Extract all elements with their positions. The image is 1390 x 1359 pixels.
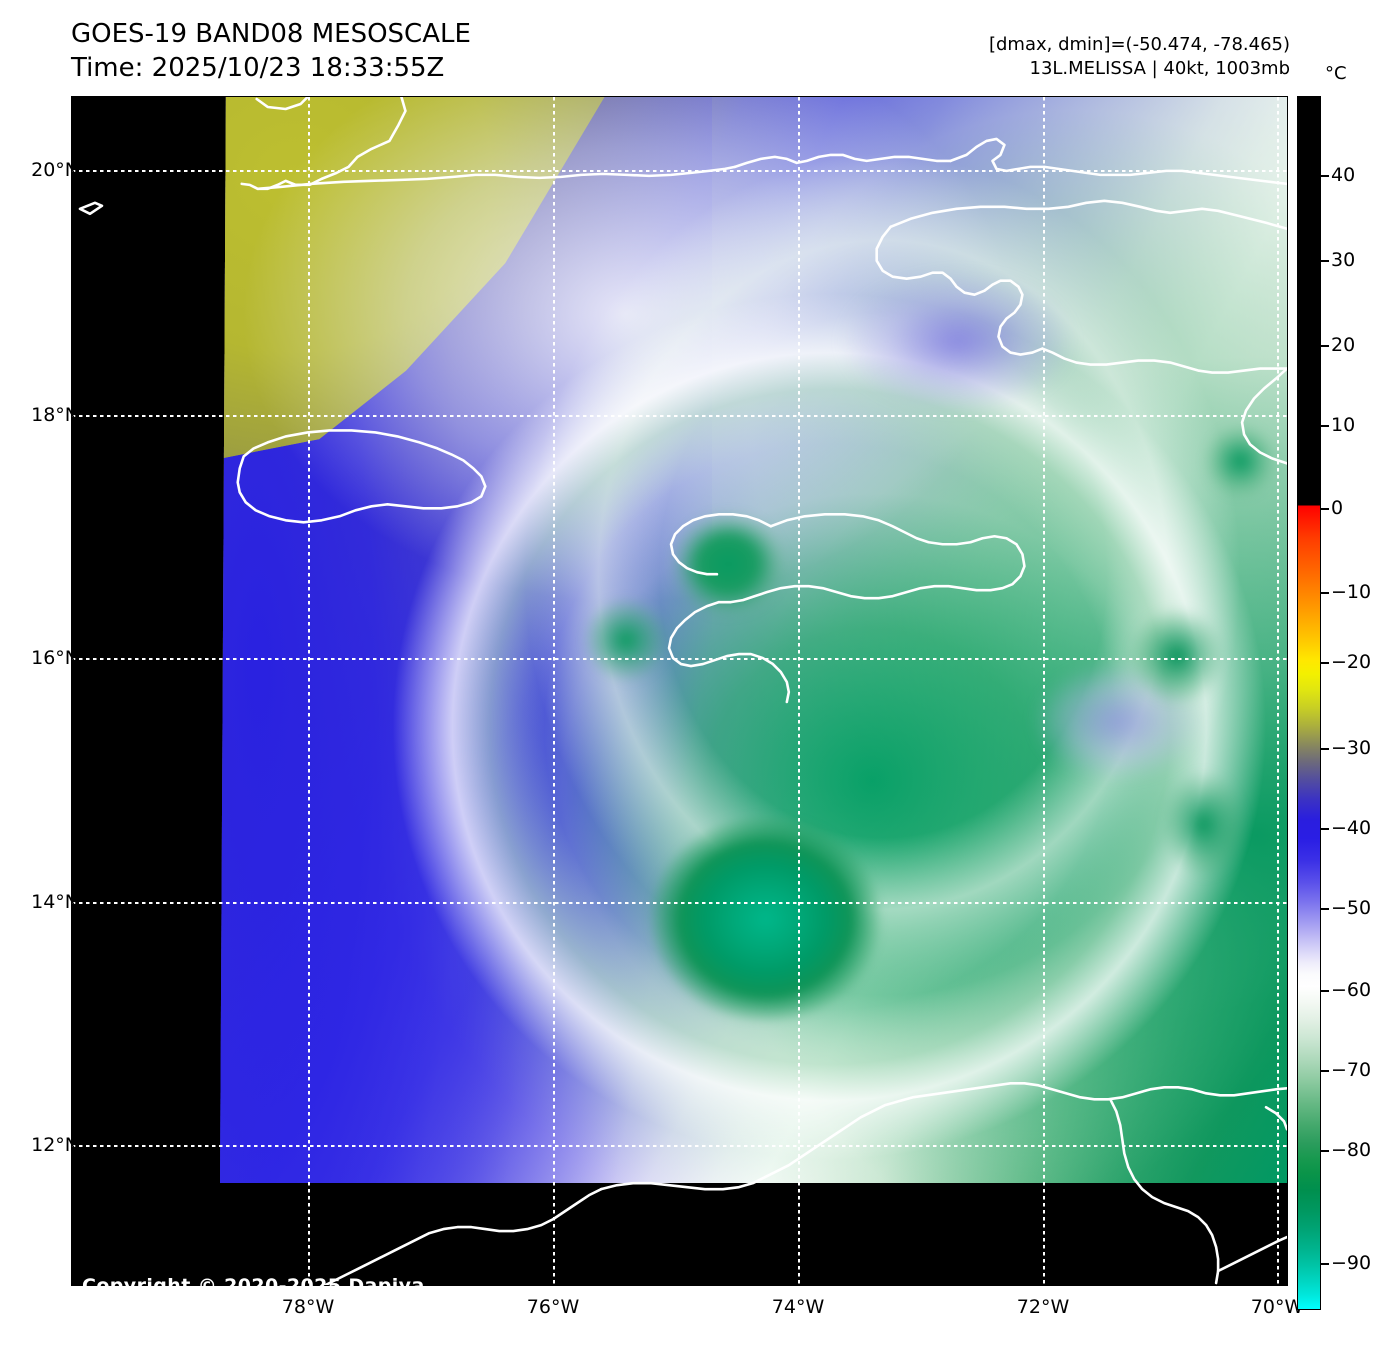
gridline-lon-70w [1277,97,1279,1285]
gridline-lat-12n [72,1145,1287,1147]
axis-label-lon-70w: 70°W [1250,1296,1304,1318]
colorbar-tick-m40 [1321,828,1329,830]
colorbar-tick-m60 [1321,990,1329,992]
axis-label-lon-76w: 76°W [526,1296,580,1318]
coast-hispaniola-east [1240,367,1287,465]
colorbar-tick-m30 [1321,748,1329,750]
colorbar-tick-m90 [1321,1263,1329,1265]
coastline-overlay [72,97,1287,1285]
coast-haiti-south [667,600,791,704]
gridline-lat-14n [72,902,1287,904]
colorbar-tick-m70 [1321,1070,1329,1072]
colorbar-label-m20: −20 [1331,651,1372,673]
temperature-colorbar [1297,96,1321,1310]
copyright-label: Copyright © 2020-2025 Dapiya [82,1275,425,1297]
cloud-void-north [840,270,1076,412]
colorbar-tick-0 [1321,508,1329,510]
cold-cloud-top-2 [668,509,787,619]
coast-paraguana [1264,1106,1287,1131]
coast-hispaniola-south [717,512,1026,604]
gridline-lon-74w [798,97,800,1285]
axis-label-lat-14n: 14°N [31,891,79,913]
coast-hispaniola-north [889,199,1287,231]
timestamp-label: Time: 2025/10/23 18:33:55Z [71,52,445,83]
colorbar-label-m90: −90 [1331,1252,1372,1274]
colorbar-label-m40: −40 [1331,817,1372,839]
storm-info-label: 13L.MELISSA | 40kt, 1003mb [1029,58,1291,80]
colorbar-unit-label: °C [1325,63,1347,84]
plot-inner [72,97,1287,1285]
gridline-lat-18n [72,415,1287,417]
cold-cloud-top-4 [1128,607,1225,706]
colorbar-tick-40 [1321,175,1329,177]
cold-cloud-top-3 [583,596,669,684]
axis-label-lon-74w: 74°W [771,1296,825,1318]
axis-label-lon-78w: 78°W [281,1296,335,1318]
coast-jamaica [236,429,487,524]
coast-south-america-north [599,1082,1287,1191]
colorbar-label-m30: −30 [1331,737,1372,759]
gridline-lon-78w [308,97,310,1285]
gridline-lat-20n [72,170,1287,172]
axis-label-lon-72w: 72°W [1016,1296,1070,1318]
metadata-block: [dmax, dmin]=(-50.474, -78.465) 13L.MELI… [989,33,1290,82]
colorbar-tick-m20 [1321,662,1329,664]
satellite-image-plot [71,96,1288,1286]
axis-label-lat-20n: 20°N [31,159,79,181]
satellite-data-swath [220,97,1287,1183]
coast-bahamas-chain [949,137,1287,186]
central-dense-overcast [647,813,894,1042]
colorbar-label-40: 40 [1331,164,1356,186]
colorbar-label-m50: −50 [1331,897,1372,919]
axis-label-lat-12n: 12°N [31,1134,79,1156]
colorbar-label-10: 10 [1331,414,1356,436]
product-title: GOES-19 BAND08 MESOSCALE [71,19,471,49]
coast-venezuela-gulf [1108,1098,1220,1285]
colorbar-label-m10: −10 [1331,581,1372,603]
gridline-lat-16n [72,658,1287,660]
colorbar-label-20: 20 [1331,334,1356,356]
colorbar-tick-m50 [1321,908,1329,910]
colorbar-label-30: 30 [1331,249,1356,271]
gridline-lon-76w [553,97,555,1285]
coast-cay-west [78,201,104,216]
colorbar-tick-m10 [1321,592,1329,594]
colorbar-label-m70: −70 [1331,1059,1372,1081]
axis-label-lat-18n: 18°N [31,404,79,426]
data-range-label: [dmax, dmin]=(-50.474, -78.465) [988,34,1290,55]
coast-hispaniola-mid [1041,347,1287,374]
coast-colombia-west [324,1187,603,1285]
coast-gonave [669,512,773,576]
coast-cuba-south [256,165,737,191]
axis-label-lat-16n: 16°N [31,647,79,669]
colorbar-tick-m80 [1321,1150,1329,1152]
coast-haiti-northwest [875,225,1044,356]
gridline-lon-72w [1043,97,1045,1285]
colorbar-tick-20 [1321,345,1329,347]
cold-cloud-top-6 [1203,422,1279,499]
coast-cuba-southwest [240,97,407,191]
coast-cuba-islet [255,97,309,111]
colorbar-tick-30 [1321,260,1329,262]
page-title: GOES-19 BAND08 MESOSCALE Time: 2025/10/2… [71,18,471,86]
colorbar-label-0: 0 [1331,497,1344,519]
colorbar-label-m60: −60 [1331,979,1372,1001]
cold-cloud-top-5 [1160,770,1247,879]
colorbar-tick-10 [1321,425,1329,427]
coast-cuba-southeast [733,153,952,169]
colorbar-label-m80: −80 [1331,1139,1372,1161]
